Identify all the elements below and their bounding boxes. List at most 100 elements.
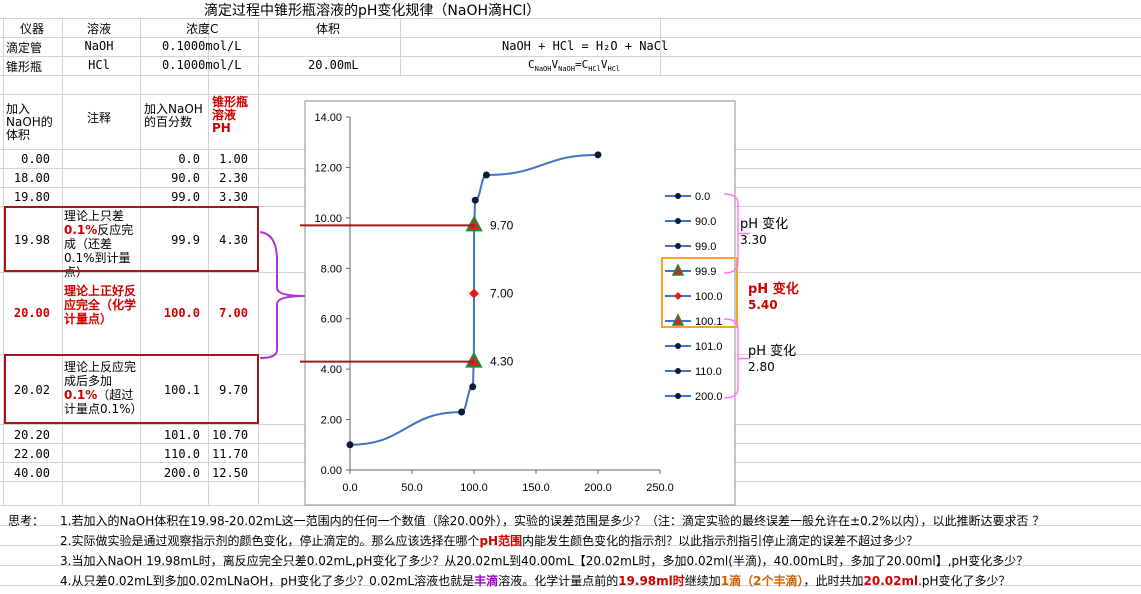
- row-ph: 3.30: [219, 190, 248, 204]
- legend-label: 90.0: [695, 216, 716, 228]
- legend-label: 200.0: [695, 391, 723, 403]
- row1-solution: NaOH: [84, 39, 114, 53]
- sheet-title: 滴定过程中锥形瓶溶液的pH变化规律（NaOH滴HCl）: [204, 3, 541, 19]
- legend-label: 99.0: [695, 241, 716, 253]
- th-ph: 锥形瓶溶液PH: [212, 95, 249, 135]
- legend-label: 99.9: [695, 266, 716, 278]
- ph-change-value-1: 3.30: [740, 233, 767, 247]
- data-point: [465, 215, 483, 232]
- ph-change-value-2: 5.40: [748, 298, 778, 312]
- row-percent: 100.1: [163, 383, 200, 397]
- row-ph: 4.30: [219, 233, 248, 247]
- row-note: 理论上反应完成后多加0.1%（超过计量点0.1%）: [64, 360, 143, 416]
- data-point: [346, 441, 354, 449]
- row2-conc: 0.1000mol/L: [162, 58, 242, 72]
- row-volume: 20.02: [13, 383, 50, 397]
- data-point: [458, 408, 466, 416]
- x-tick-label: 200.0: [584, 482, 612, 494]
- data-point: [469, 288, 479, 299]
- header-solution: 溶液: [86, 22, 111, 36]
- question-1: 1.若加入的NaOH体积在19.98-20.02mL这一范围内的任何一个数值（除…: [60, 514, 1045, 528]
- legend-marker: [671, 313, 685, 326]
- data-point: [482, 171, 490, 179]
- annotation-label: 4.30: [490, 355, 514, 369]
- legend-marker: [671, 263, 685, 276]
- legend-label: 100.1: [695, 316, 723, 328]
- y-tick-label: 10.00: [314, 213, 342, 225]
- row-ph: 7.00: [219, 306, 248, 320]
- x-tick-label: 100.0: [460, 482, 488, 494]
- row-percent: 0.0: [178, 152, 200, 166]
- legend-label: 110.0: [695, 366, 722, 378]
- th-percent: 加入NaOH的百分数: [144, 102, 203, 129]
- data-point: [469, 383, 477, 391]
- chart-frame: [304, 100, 736, 506]
- stoichiometry-equation: CNaOHVNaOH=CHClVHCl: [528, 58, 621, 74]
- row-volume: 0.00: [21, 152, 50, 166]
- box-after-eq: [4, 354, 259, 424]
- row1-instrument: 滴定管: [6, 41, 43, 55]
- data-point: [594, 151, 602, 159]
- y-tick-label: 12.00: [314, 162, 342, 174]
- row2-instrument: 锥形瓶: [6, 60, 43, 74]
- row-volume: 20.20: [13, 428, 50, 442]
- legend-label: 100.0: [695, 291, 723, 303]
- ph-range-brace: [723, 193, 750, 274]
- annotation-label: 7.00: [490, 287, 514, 301]
- row-volume: 19.80: [13, 190, 50, 204]
- row-percent: 99.0: [171, 190, 200, 204]
- row-volume: 18.00: [13, 171, 50, 185]
- th-note: 注释: [86, 111, 111, 125]
- row-note: 理论上正好反应完全（化学计量点）: [64, 284, 137, 326]
- x-tick-label: 0.0: [342, 482, 357, 494]
- ph-range-brace: [723, 318, 750, 399]
- row2-volume: 20.00mL: [308, 58, 359, 72]
- row-percent: 99.9: [171, 233, 200, 247]
- question-4: 4.从只差0.02mL到多加0.02mLNaOH，pH变化了多少？0.02mL溶…: [60, 574, 1011, 588]
- data-point: [471, 196, 479, 204]
- header-volume: 体积: [316, 22, 341, 36]
- legend-marker: [674, 292, 682, 300]
- row-volume: 19.98: [13, 233, 50, 247]
- legend-highlight-box: [661, 257, 738, 328]
- reaction-equation: NaOH + HCl = H₂O + NaCl: [502, 39, 669, 53]
- row-ph: 12.50: [212, 466, 249, 480]
- x-tick-label: 50.0: [401, 482, 422, 494]
- legend-marker: [675, 393, 681, 399]
- row-percent: 101.0: [163, 428, 200, 442]
- row-volume: 20.00: [13, 306, 50, 320]
- y-tick-label: 8.00: [321, 263, 342, 275]
- row-ph: 1.00: [219, 152, 248, 166]
- titration-chart: 0.00 2.00 4.00 6.00 8.00 10.00 12.00 14.00 0.0 50…: [300, 100, 750, 506]
- row-percent: 100.0: [163, 306, 200, 320]
- legend-marker: [675, 218, 681, 224]
- ph-change-value-3: 2.80: [748, 360, 775, 374]
- row-percent: 200.0: [163, 466, 200, 480]
- x-tick-label: 150.0: [522, 482, 550, 494]
- row-ph: 2.30: [219, 171, 248, 185]
- x-tick-label: 250.0: [646, 482, 674, 494]
- annotation-label: 9.70: [490, 218, 514, 232]
- header-instrument: 仪器: [19, 22, 44, 36]
- row-ph: 11.70: [212, 447, 249, 461]
- header-concentration: 浓度C: [186, 22, 219, 36]
- row-percent: 90.0: [171, 171, 200, 185]
- bracket-connector: [259, 231, 306, 359]
- box-before-eq: [4, 206, 259, 272]
- row2-solution: HCl: [88, 58, 110, 72]
- y-tick-label: 14.00: [314, 112, 342, 124]
- ph-change-label-1: pH 变化: [740, 217, 789, 232]
- legend-marker: [675, 368, 681, 374]
- row-volume: 40.00: [13, 466, 50, 480]
- row-ph: 9.70: [219, 383, 248, 397]
- data-point: [465, 351, 483, 368]
- row-ph: 10.70: [212, 428, 249, 442]
- legend-label: 0.0: [695, 191, 710, 203]
- ph-change-label-2: pH 变化: [748, 282, 799, 297]
- y-tick-label: 2.00: [321, 415, 342, 427]
- y-tick-label: 6.00: [321, 314, 342, 326]
- row-percent: 110.0: [163, 447, 200, 461]
- y-tick-label: 4.00: [321, 364, 342, 376]
- questions-label: 思考：: [8, 514, 45, 528]
- y-tick-label: 0.00: [321, 465, 342, 477]
